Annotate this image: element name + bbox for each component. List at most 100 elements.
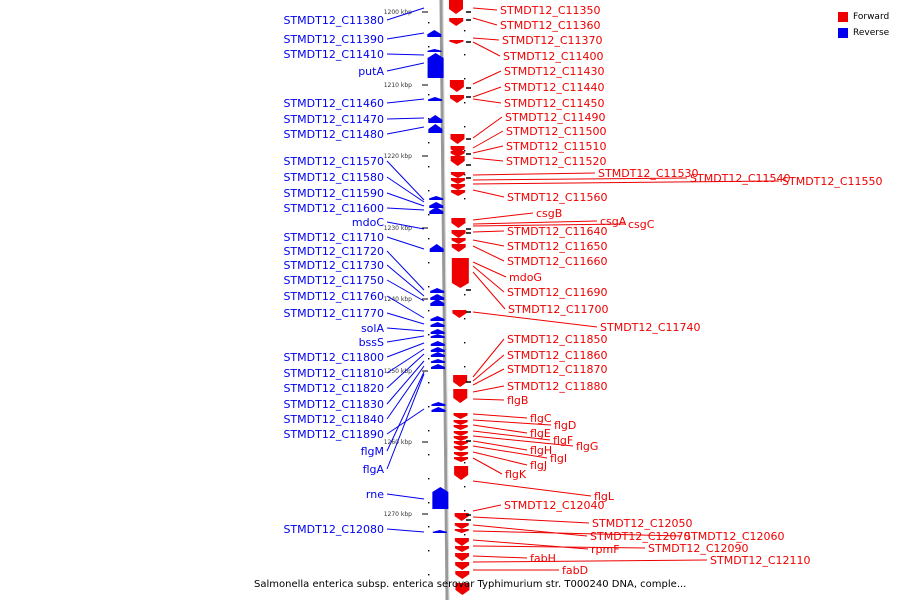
forward-gene[interactable] — [454, 529, 469, 533]
reverse-gene-label[interactable]: STMDT12_C11820 — [283, 382, 384, 395]
forward-gene-label[interactable]: STMDT12_C11700 — [508, 303, 609, 316]
reverse-gene[interactable] — [427, 30, 442, 37]
forward-gene-label[interactable]: STMDT12_C11350 — [500, 4, 601, 17]
reverse-gene-label[interactable]: STMDT12_C11580 — [283, 171, 384, 184]
forward-gene-label[interactable]: STMDT12_C12090 — [648, 542, 749, 555]
forward-gene-label[interactable]: mdoG — [509, 271, 542, 284]
forward-gene[interactable] — [454, 523, 469, 529]
forward-gene-label[interactable]: STMDT12_C12110 — [710, 554, 811, 567]
reverse-gene[interactable] — [430, 334, 445, 338]
reverse-gene-label[interactable]: STMDT12_C11380 — [283, 14, 384, 27]
forward-gene[interactable] — [453, 425, 468, 430]
forward-gene-label[interactable]: STMDT12_C11550 — [782, 175, 883, 188]
reverse-gene-label[interactable]: flgM — [361, 445, 384, 458]
reverse-gene-label[interactable]: STMDT12_C11750 — [283, 274, 384, 287]
forward-gene[interactable] — [455, 583, 470, 595]
forward-gene-label[interactable]: STMDT12_C11500 — [506, 125, 607, 138]
forward-gene[interactable] — [455, 546, 470, 552]
forward-gene[interactable] — [451, 238, 466, 244]
forward-gene-label[interactable]: flgI — [550, 452, 567, 465]
forward-gene-label[interactable]: csgB — [536, 207, 562, 220]
reverse-gene[interactable] — [429, 244, 444, 252]
forward-gene[interactable] — [453, 375, 468, 387]
reverse-gene-label[interactable]: bssS — [359, 336, 384, 349]
forward-gene-label[interactable]: STMDT12_C11640 — [507, 225, 608, 238]
forward-gene[interactable] — [451, 218, 466, 228]
forward-gene-label[interactable]: STMDT12_C12060 — [684, 530, 785, 543]
forward-gene-label[interactable]: flgB — [507, 394, 528, 407]
forward-gene[interactable] — [449, 40, 464, 44]
forward-gene-label[interactable]: flgK — [505, 468, 527, 481]
forward-gene-label[interactable]: STMDT12_C11440 — [504, 81, 605, 94]
forward-gene-label[interactable]: rpmF — [591, 543, 620, 556]
forward-gene-label[interactable]: fabD — [562, 564, 588, 577]
reverse-gene-label[interactable]: STMDT12_C11470 — [283, 113, 384, 126]
forward-gene[interactable] — [455, 553, 470, 561]
reverse-gene-label[interactable]: STMDT12_C11390 — [283, 33, 384, 46]
forward-gene[interactable] — [453, 413, 468, 419]
forward-gene[interactable] — [449, 18, 464, 26]
reverse-gene[interactable] — [430, 316, 445, 321]
forward-gene-label[interactable]: STMDT12_C11510 — [506, 140, 607, 153]
reverse-gene-label[interactable]: STMDT12_C12080 — [283, 523, 384, 536]
forward-gene-label[interactable]: STMDT12_C12040 — [504, 499, 605, 512]
reverse-gene-label[interactable]: STMDT12_C11720 — [283, 245, 384, 258]
forward-gene[interactable] — [450, 151, 465, 157]
reverse-gene[interactable] — [430, 322, 445, 327]
reverse-gene-label[interactable]: STMDT12_C11800 — [283, 351, 384, 364]
reverse-gene[interactable] — [430, 288, 445, 293]
forward-gene-label[interactable]: STMDT12_C11370 — [502, 34, 603, 47]
reverse-gene-label[interactable]: STMDT12_C11830 — [283, 398, 384, 411]
reverse-gene-label[interactable]: STMDT12_C11600 — [283, 202, 384, 215]
forward-gene-label[interactable]: fabH — [530, 552, 556, 565]
reverse-gene[interactable] — [428, 97, 443, 101]
reverse-gene-label[interactable]: STMDT12_C11460 — [283, 97, 384, 110]
forward-gene-label[interactable]: STMDT12_C11450 — [504, 97, 605, 110]
forward-gene-label[interactable]: flgH — [530, 444, 552, 457]
forward-gene[interactable] — [450, 134, 465, 144]
forward-gene-label[interactable]: STMDT12_C11360 — [500, 19, 601, 32]
forward-gene[interactable] — [451, 190, 466, 196]
forward-gene-label[interactable]: flgC — [530, 412, 552, 425]
forward-gene[interactable] — [453, 441, 468, 446]
forward-gene[interactable] — [453, 436, 468, 441]
reverse-gene[interactable] — [429, 196, 444, 200]
reverse-gene-label[interactable]: mdoC — [352, 216, 384, 229]
reverse-gene[interactable] — [430, 359, 445, 363]
forward-gene[interactable] — [451, 184, 466, 190]
forward-gene-label[interactable]: STMDT12_C11860 — [507, 349, 608, 362]
reverse-gene[interactable] — [431, 364, 446, 369]
forward-gene[interactable] — [455, 562, 470, 570]
forward-gene-label[interactable]: STMDT12_C12050 — [592, 517, 693, 530]
reverse-gene-label[interactable]: STMDT12_C11590 — [283, 187, 384, 200]
reverse-gene-label[interactable]: STMDT12_C11570 — [283, 155, 384, 168]
forward-gene-label[interactable]: STMDT12_C11690 — [507, 286, 608, 299]
forward-gene[interactable] — [452, 310, 467, 318]
reverse-gene-label[interactable]: rne — [366, 488, 384, 501]
forward-gene[interactable] — [453, 420, 468, 425]
forward-gene[interactable] — [451, 230, 466, 238]
forward-gene[interactable] — [453, 452, 468, 457]
reverse-gene-label[interactable]: STMDT12_C11890 — [283, 428, 384, 441]
reverse-gene[interactable] — [430, 329, 445, 334]
forward-gene[interactable] — [449, 80, 464, 92]
forward-gene-label[interactable]: flgD — [554, 419, 576, 432]
reverse-gene[interactable] — [430, 352, 445, 357]
forward-gene-label[interactable]: csgA — [600, 215, 627, 228]
forward-gene-label[interactable]: flgF — [553, 434, 573, 447]
reverse-gene[interactable] — [429, 207, 444, 214]
reverse-gene-label[interactable]: STMDT12_C11710 — [283, 231, 384, 244]
forward-gene-label[interactable]: STMDT12_C11850 — [507, 333, 608, 346]
reverse-gene-label[interactable]: STMDT12_C11730 — [283, 259, 384, 272]
reverse-gene-label[interactable]: putA — [358, 65, 384, 78]
forward-gene-label[interactable]: flgJ — [530, 459, 547, 472]
forward-gene[interactable] — [455, 571, 470, 579]
forward-gene[interactable] — [453, 389, 468, 403]
reverse-gene[interactable] — [430, 299, 445, 306]
forward-gene[interactable] — [453, 446, 468, 451]
forward-gene-label[interactable]: STMDT12_C12070 — [590, 530, 691, 543]
forward-gene-label[interactable]: STMDT12_C11520 — [506, 155, 607, 168]
forward-gene[interactable] — [450, 178, 465, 184]
forward-gene[interactable] — [451, 244, 466, 252]
forward-gene[interactable] — [450, 172, 465, 178]
